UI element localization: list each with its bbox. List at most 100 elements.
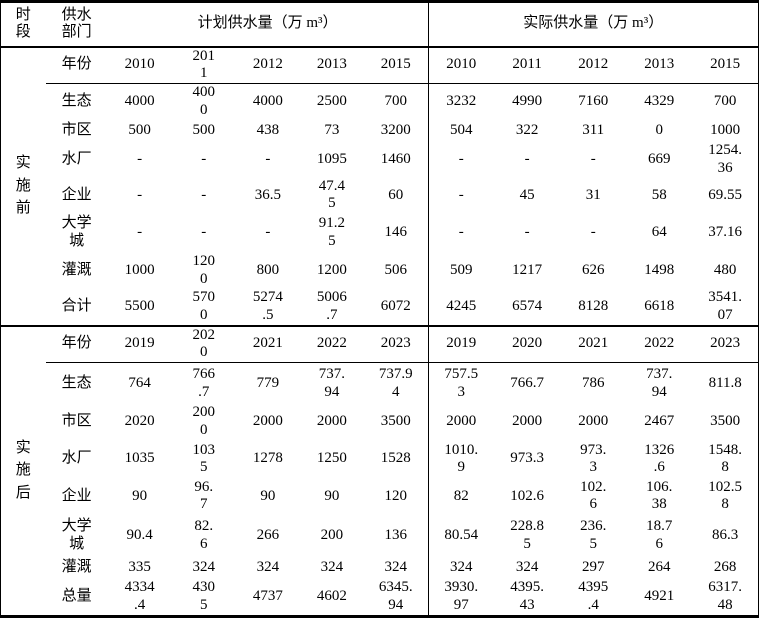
header-actual-supply: 实际供水量（万 m³） <box>427 1 759 48</box>
actual-year: 2023 <box>692 325 759 363</box>
cell: 1200 <box>316 261 347 278</box>
cell: 86.3 <box>712 526 739 543</box>
cell: 438 <box>256 122 280 139</box>
cell: 6618 <box>626 288 693 327</box>
table-row: 生态 4000 400 0 4000 2500 700 3232 4990 71… <box>1 83 759 120</box>
row-label: 灌溉 <box>61 559 92 576</box>
cell: 4334 .4 <box>124 579 155 613</box>
cell: 4245 <box>427 288 495 327</box>
planned-year: 2019 <box>107 325 172 363</box>
planned-year: 2015 <box>363 46 429 84</box>
cell: 500 <box>128 122 151 139</box>
cell: 5500 <box>107 288 172 327</box>
cell: 200 <box>320 526 344 543</box>
period-label-before: 实 施 前 <box>0 46 46 327</box>
cell: 1217 <box>512 261 543 278</box>
cell: 0 <box>655 122 664 139</box>
cell: 120 0 <box>192 253 215 287</box>
cell: 6317. 48 <box>708 579 743 613</box>
cell: 91.2 5 <box>318 215 346 250</box>
cell: 236. 5 <box>580 517 607 552</box>
cell: 18.7 6 <box>646 517 673 552</box>
cell: 3200 <box>380 122 411 139</box>
cell: 7160 <box>578 92 609 109</box>
cell: 766 .7 <box>192 365 215 400</box>
cell: 766.7 <box>510 374 544 391</box>
cell: 2000 <box>316 413 347 430</box>
cell: 1035 <box>124 450 155 467</box>
cell: 504 <box>427 119 495 143</box>
cell: 6072 <box>363 288 429 327</box>
cell: 102.6 <box>510 487 544 504</box>
actual-year: 2021 <box>560 325 627 363</box>
cell: - <box>201 151 207 168</box>
cell: 500 <box>192 122 215 139</box>
actual-year: 2019 <box>427 325 495 363</box>
cell: 31 <box>585 186 601 203</box>
total-row-after: 总量 4334 .4 430 5 4737 4602 6345. 94 3930… <box>1 579 759 616</box>
cell: 5274 .5 <box>235 288 300 327</box>
cell: 4395 .4 <box>578 579 609 613</box>
cell: 2000 <box>427 404 495 440</box>
table-row: 灌溉 335 324 324 324 324 324 324 297 264 2… <box>1 557 759 580</box>
cell: 1326 .6 <box>644 441 675 476</box>
cell: 106. 38 <box>646 478 673 513</box>
cell: 1095 <box>316 151 347 168</box>
cell: - <box>137 186 143 203</box>
actual-year: 2012 <box>560 46 627 84</box>
cell: - <box>427 213 495 254</box>
cell: 335 <box>128 559 151 576</box>
cell: 4990 <box>512 92 543 109</box>
row-label: 企业 <box>61 487 92 504</box>
cell: 297 <box>581 559 605 576</box>
cell: 626 <box>581 261 605 278</box>
cell: 786 <box>581 374 605 391</box>
cell: 324 <box>320 559 344 576</box>
cell: 973. 3 <box>580 441 607 476</box>
cell: 102. 6 <box>580 478 607 513</box>
cell: 3500 <box>710 413 741 430</box>
cell: 509 <box>427 253 495 289</box>
cell: 47.4 5 <box>318 177 346 212</box>
table-row: 市区 500 500 438 73 3200 504 322 311 0 100… <box>1 119 759 143</box>
cell: 570 0 <box>171 288 236 327</box>
actual-year: 2015 <box>692 46 759 84</box>
table-row: 灌溉 1000 120 0 800 1200 506 509 1217 626 … <box>1 253 759 289</box>
row-label: 生态 <box>61 92 92 109</box>
cell: 37.16 <box>708 224 743 241</box>
cell: 1000 <box>124 261 155 278</box>
row-label: 市区 <box>61 413 92 430</box>
row-label: 水厂 <box>61 450 92 467</box>
cell: 2000 <box>512 413 543 430</box>
cell: 82. 6 <box>194 517 214 552</box>
cell: - <box>524 151 530 168</box>
actual-year: 2022 <box>626 325 693 363</box>
cell: 3232 <box>427 83 495 120</box>
cell: 4329 <box>644 92 675 109</box>
header-department: 供水 部门 <box>45 1 108 48</box>
cell: 1498 <box>644 261 675 278</box>
table-row: 企业 90 96. 7 90 90 120 82 102.6 102. 6 10… <box>1 478 759 515</box>
table-row: 大学 城 90.4 82. 6 266 200 136 80.54 228.8 … <box>1 514 759 558</box>
cell: 324 <box>256 559 280 576</box>
row-label: 生态 <box>61 374 92 391</box>
cell: 90 <box>260 487 276 504</box>
cell: 324 <box>384 559 407 576</box>
table-row: 企业 - - 36.5 47.4 5 60 - 45 31 58 69.55 <box>1 177 759 214</box>
cell: - <box>265 151 271 168</box>
cell: 96. 7 <box>194 478 214 513</box>
planned-year: 2023 <box>363 325 429 363</box>
row-label: 大学 城 <box>61 517 92 552</box>
cell: - <box>137 151 143 168</box>
planned-year: 2010 <box>107 46 172 84</box>
cell: 45 <box>519 186 535 203</box>
cell: 669 <box>648 151 671 168</box>
cell: 64 <box>651 224 667 241</box>
actual-year: 2011 <box>494 46 561 84</box>
cell: 737.9 4 <box>378 365 413 400</box>
cell: 737. 94 <box>318 365 346 400</box>
cell: - <box>524 224 530 241</box>
cell: 6345. 94 <box>378 579 413 613</box>
cell: 506 <box>384 261 407 278</box>
cell: 5006 .7 <box>299 288 364 327</box>
